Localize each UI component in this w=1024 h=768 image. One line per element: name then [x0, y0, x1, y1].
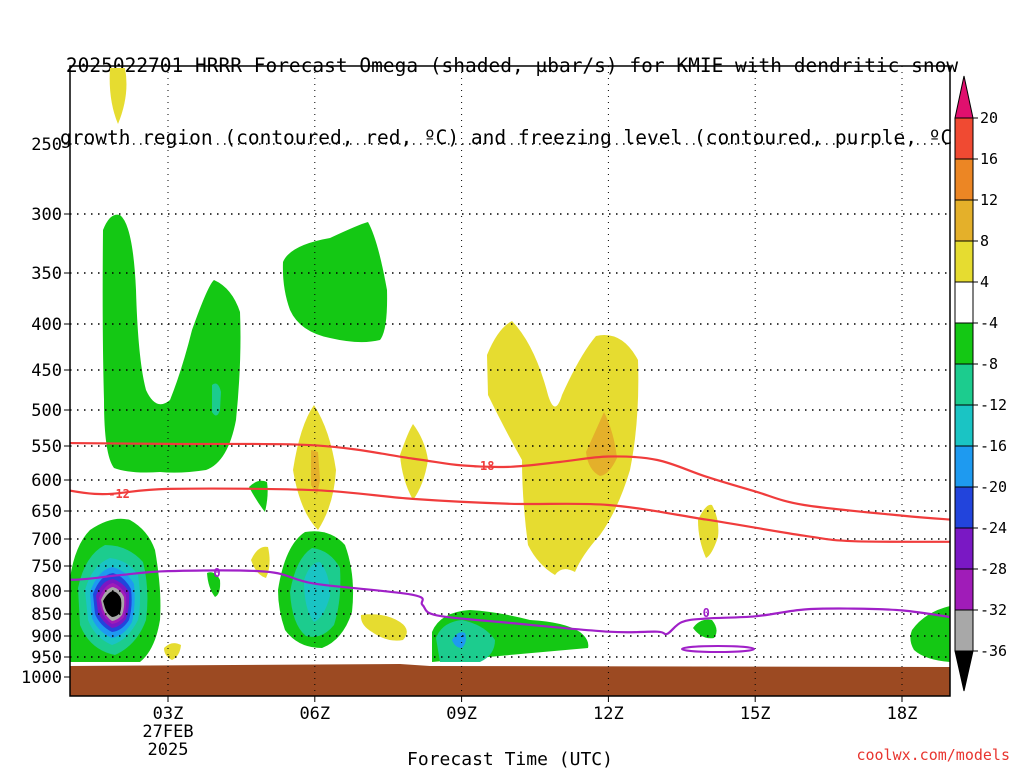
- colorbar-label: 4: [980, 273, 989, 291]
- colorbar-label: -32: [980, 601, 1007, 619]
- contour-label: -12: [108, 487, 130, 501]
- x-tick-label: 06Z: [299, 704, 330, 724]
- colorbar-segment: [954, 281, 974, 324]
- omega-yellow-small4: [698, 504, 719, 558]
- y-tick-label: 1000: [21, 668, 62, 688]
- colorbar-label: -8: [980, 355, 998, 373]
- y-tick-label: 300: [31, 205, 62, 225]
- omega-teal-u: [212, 383, 221, 416]
- colorbar-bottom-arrow: [954, 650, 974, 692]
- colorbar-segment: [954, 158, 974, 201]
- y-tick-label: 250: [31, 135, 62, 155]
- y-tick-label: 450: [31, 361, 62, 381]
- omega-shading: [70, 68, 950, 696]
- colorbar-label: -4: [980, 314, 998, 332]
- omega-green-u: [102, 214, 241, 473]
- y-tick-label: 550: [31, 437, 62, 457]
- colorbar-segment: [954, 568, 974, 611]
- x-tick-label: 15Z: [740, 704, 771, 724]
- surface-terrain: [70, 664, 950, 696]
- omega-cyan-mid: [304, 562, 330, 622]
- contour-label: -18: [473, 459, 495, 473]
- colorbar-label: -36: [980, 642, 1007, 660]
- x-tick-label: 09Z: [446, 704, 477, 724]
- freezing-level-ring: [681, 645, 755, 653]
- colorbar-top-arrow: [954, 75, 974, 119]
- omega-yellow-small3: [164, 643, 181, 660]
- omega-green-small2: [207, 572, 221, 597]
- omega-yellow-big: [487, 321, 639, 575]
- omega-orange-mid1: [311, 450, 320, 495]
- y-tick-label: 900: [31, 627, 62, 647]
- contour--18: [70, 441, 950, 521]
- colorbar-segment: [954, 609, 974, 652]
- y-tick-label: 650: [31, 502, 62, 522]
- y-tick-label: 800: [31, 582, 62, 602]
- y-tick-label: 950: [31, 648, 62, 668]
- colorbar-label: 16: [980, 150, 998, 168]
- colorbar-segment: [954, 404, 974, 447]
- colorbar-segment: [954, 527, 974, 570]
- omega-yellow-small2: [360, 614, 407, 641]
- omega-yellow-small1: [251, 546, 270, 578]
- omega-green-right: [910, 606, 950, 662]
- axes: 2503003504004505005506006507007508008509…: [21, 65, 951, 760]
- x-tick-label: 12Z: [593, 704, 624, 724]
- omega-green-small1: [249, 480, 268, 512]
- x-date-label: 27FEB: [142, 722, 193, 742]
- omega-black-low: [103, 591, 122, 617]
- colorbar: 20 16 12 8 4 -4 -8 -12 -16 -20 -24 -28 -32 -36: [954, 75, 1007, 692]
- x-date-label: 2025: [148, 740, 189, 760]
- y-tick-label: 500: [31, 401, 62, 421]
- x-axis-label: Forecast Time (UTC): [407, 749, 613, 768]
- y-tick-label: 750: [31, 557, 62, 577]
- colorbar-label: -24: [980, 519, 1007, 537]
- contour-label: 0: [213, 566, 220, 580]
- title-line-2: growth region (contoured, red, ºC) and f…: [60, 126, 964, 149]
- y-tick-label: 850: [31, 605, 62, 625]
- contour--12: [70, 487, 950, 543]
- contour-label: 0: [703, 606, 710, 620]
- x-tick-label: 03Z: [153, 704, 184, 724]
- colorbar-label: -28: [980, 560, 1007, 578]
- contour-0: [70, 569, 950, 636]
- y-tick-label: 600: [31, 471, 62, 491]
- omega-yellow-top: [109, 68, 127, 124]
- plot-frame: [69, 65, 951, 697]
- colorbar-label: -12: [980, 396, 1007, 414]
- source-credit[interactable]: coolwx.com/models: [856, 746, 1010, 764]
- colorbar-segment: [954, 486, 974, 529]
- colorbar-label: -20: [980, 478, 1007, 496]
- colorbar-segment: [954, 445, 974, 488]
- y-tick-label: 700: [31, 530, 62, 550]
- colorbar-segment: [954, 117, 974, 160]
- colorbar-segment: [954, 322, 974, 365]
- colorbar-segment: [954, 199, 974, 242]
- contour-lines: -18 -12 0 0: [70, 441, 950, 636]
- colorbar-label: 12: [980, 191, 998, 209]
- omega-green-small3: [693, 619, 717, 639]
- y-tick-label: 350: [31, 264, 62, 284]
- colorbar-segment: [954, 240, 974, 283]
- omega-green-blob: [282, 222, 388, 343]
- colorbar-label: 8: [980, 232, 989, 250]
- colorbar-label: -16: [980, 437, 1007, 455]
- y-tick-label: 400: [31, 315, 62, 335]
- colorbar-segment: [954, 363, 974, 406]
- colorbar-label: 20: [980, 109, 998, 127]
- x-tick-label: 18Z: [887, 704, 918, 724]
- omega-yellow-mid2: [400, 424, 428, 500]
- omega-orange-big: [586, 412, 617, 476]
